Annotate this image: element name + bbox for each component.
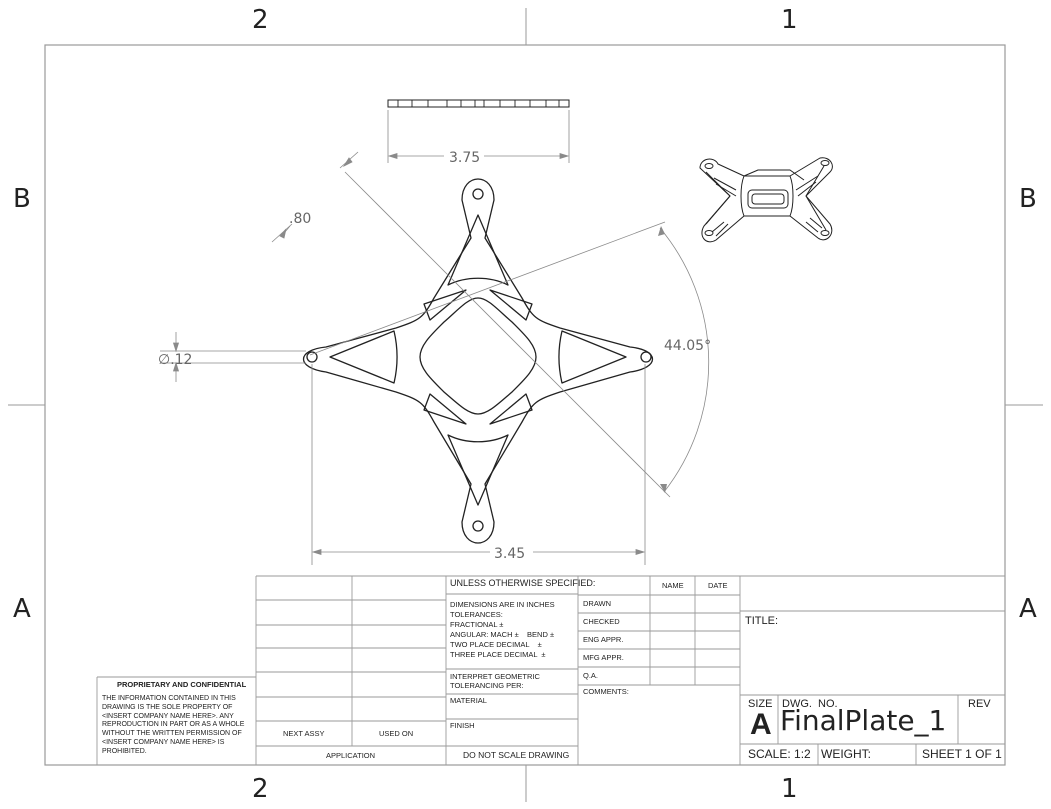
dwg-no-value: FinalPlate_1 <box>780 704 947 737</box>
next-assy-label: NEXT ASSY <box>283 729 325 738</box>
material-label: MATERIAL <box>450 696 487 705</box>
name-header: NAME <box>662 581 684 590</box>
sheet-label: SHEET 1 OF 1 <box>922 747 1002 761</box>
three-place-label: THREE PLACE DECIMAL ± <box>450 650 546 659</box>
title-block-grid <box>96 575 1005 765</box>
dim-text-3-45: 3.45 <box>494 546 525 562</box>
comments-label: COMMENTS: <box>583 687 629 696</box>
angle-arrows <box>658 226 667 493</box>
interpret-label-1: INTERPRET GEOMETRIC <box>450 672 540 681</box>
used-on-label: USED ON <box>379 729 414 738</box>
eng-appr-label: ENG APPR. <box>583 635 624 644</box>
weight-label: WEIGHT: <box>821 747 871 761</box>
scale-label: SCALE: 1:2 <box>748 747 811 761</box>
size-value: A <box>750 708 772 741</box>
fractional-label: FRACTIONAL ± <box>450 620 504 629</box>
zone-left-b: B <box>13 184 31 214</box>
qa-label: Q.A. <box>583 671 599 680</box>
dims-inches-label: DIMENSIONS ARE IN INCHES <box>450 600 555 609</box>
finish-label: FINISH <box>450 721 475 730</box>
application-label: APPLICATION <box>326 751 376 760</box>
dim-hole-dia <box>160 332 306 382</box>
rev-label: REV <box>968 698 991 710</box>
zone-bottom-1: 1 <box>781 774 798 804</box>
date-header: DATE <box>708 581 728 590</box>
dim-text-angle: 44.05° <box>664 338 711 354</box>
dim-0-80 <box>271 151 359 243</box>
isometric-view <box>699 157 833 243</box>
dim-3-45 <box>311 364 646 565</box>
unless-specified-label: UNLESS OTHERWISE SPECIFIED: <box>450 578 596 588</box>
zone-right-b: B <box>1019 184 1037 214</box>
plate-main-view <box>303 178 653 544</box>
tolerances-label: TOLERANCES: <box>450 610 503 619</box>
mfg-appr-label: MFG APPR. <box>583 653 624 662</box>
dim-text-dia: ∅.12 <box>158 352 192 368</box>
zone-bottom-2: 2 <box>252 774 269 804</box>
angle-dimension <box>284 171 710 498</box>
dwg-no-label: DWG. NO. <box>782 698 838 710</box>
zone-right-a: A <box>1019 594 1037 624</box>
proprietary-body: THE INFORMATION CONTAINED IN THIS DRAWIN… <box>102 695 245 755</box>
zone-top-2: 2 <box>252 5 269 35</box>
do-not-scale-label: DO NOT SCALE DRAWING <box>463 750 570 760</box>
zone-top-1: 1 <box>781 5 798 35</box>
two-place-label: TWO PLACE DECIMAL ± <box>450 640 542 649</box>
title-label: TITLE: <box>745 615 779 627</box>
checked-label: CHECKED <box>583 617 620 626</box>
zone-left-a: A <box>13 594 31 624</box>
interpret-label-2: TOLERANCING PER: <box>450 681 524 690</box>
top-edge-view <box>387 99 570 108</box>
dim-text-0-80: .80 <box>289 211 311 227</box>
angular-label: ANGULAR: MACH ± BEND ± <box>450 630 555 639</box>
size-label: SIZE <box>748 698 773 710</box>
zone-ticks <box>8 8 1043 802</box>
proprietary-title: PROPRIETARY AND CONFIDENTIAL <box>117 680 247 689</box>
dim-text-3-75: 3.75 <box>449 150 480 166</box>
dim-3-75 <box>387 110 570 163</box>
drawn-label: DRAWN <box>583 599 612 608</box>
